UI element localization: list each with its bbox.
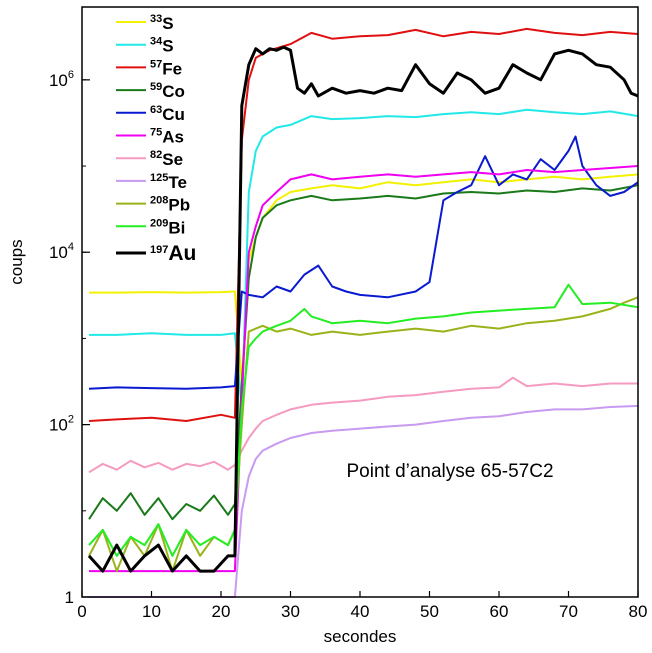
legend-label-209-bi: 209Bi — [150, 217, 185, 237]
x-tick-label: 0 — [77, 602, 86, 621]
x-tick-label: 10 — [142, 602, 161, 621]
axes-layer: 0 10 20 30 40 50 60 70 80 1 102 104 106 — [49, 7, 648, 621]
x-tick-label: 80 — [629, 602, 648, 621]
x-tick-label: 40 — [351, 602, 370, 621]
y-tick-label: 1 — [65, 588, 74, 607]
legend-label-33-s: 33S — [150, 13, 174, 33]
x-tick-label: 30 — [281, 602, 300, 621]
y-axis-title: coups — [7, 239, 26, 284]
series-line-82-se — [89, 378, 638, 473]
x-tick-label: 20 — [212, 602, 231, 621]
legend-label-63-cu: 63Cu — [150, 104, 185, 124]
y-tick-label: 104 — [49, 241, 74, 262]
y-tick-label: 106 — [49, 69, 74, 90]
series-line-197-au — [89, 47, 638, 571]
x-tick-label: 70 — [559, 602, 578, 621]
legend-label-208-pb: 208Pb — [150, 195, 190, 215]
legend-label-75-as: 75As — [150, 127, 184, 147]
x-tick-label: 50 — [420, 602, 439, 621]
legend-label-82-se: 82Se — [150, 149, 183, 169]
legend-label-57-fe: 57Fe — [150, 58, 182, 78]
legend-label-34-s: 34S — [150, 36, 174, 56]
y-tick-label: 102 — [49, 414, 74, 435]
legend-label-197-au: 197Au — [150, 242, 196, 265]
legend-label-59-co: 59Co — [150, 81, 185, 101]
x-axis-title: secondes — [324, 627, 397, 646]
series-line-208-pb — [89, 297, 638, 571]
legend-label-125-te: 125Te — [150, 172, 187, 192]
x-tick-label: 60 — [490, 602, 509, 621]
chart-annotation: Point d’analyse 65-57C2 — [346, 461, 553, 482]
